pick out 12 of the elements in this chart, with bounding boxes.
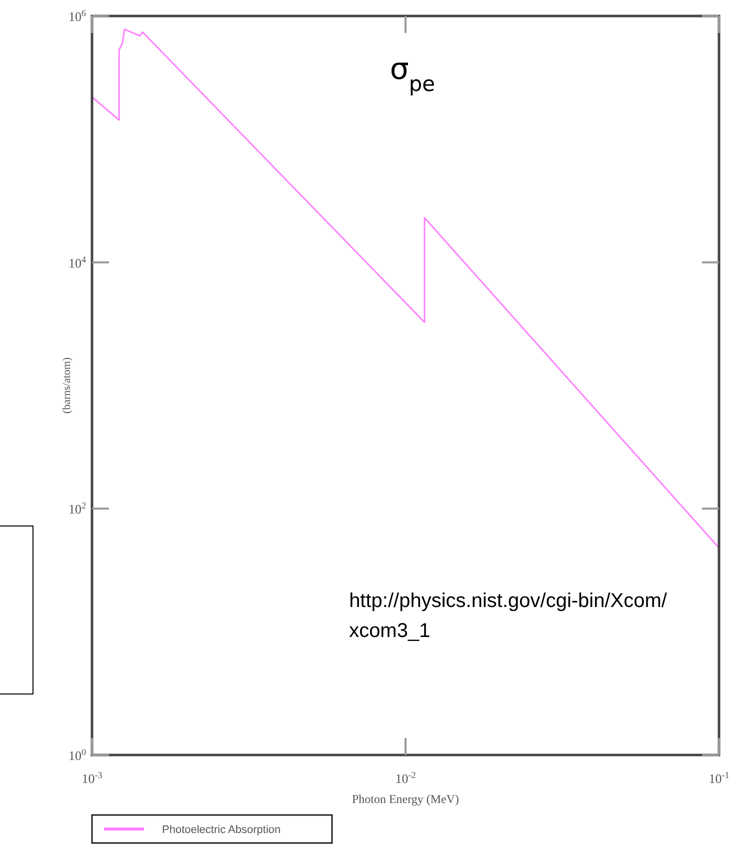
y-tick-label: 10$^{2}$ [68, 500, 86, 517]
y-axis-title: (barns/atom) [61, 357, 73, 414]
y-tick-label: 10$^{6}$ [68, 8, 86, 24]
x-tick-label: 10$^{-3}$ [82, 770, 103, 786]
x-axis-title: Photon Energy (MeV) [352, 792, 460, 806]
y-tick-label: 10$^{4}$ [68, 254, 86, 270]
legend-label: Photoelectric Absorption [162, 824, 281, 836]
annotation: σ$_{pe}$ [390, 52, 436, 96]
x-tick-label: 10$^{-2}$ [395, 770, 416, 786]
x-tick-label: 10$^{-1}$ [708, 770, 730, 786]
y-tick-label: 10$^{0}$ [68, 747, 86, 763]
annotation: http://physics.nist.gov/cgi-bin/Xcom/ xcom3_1 [349, 590, 668, 642]
